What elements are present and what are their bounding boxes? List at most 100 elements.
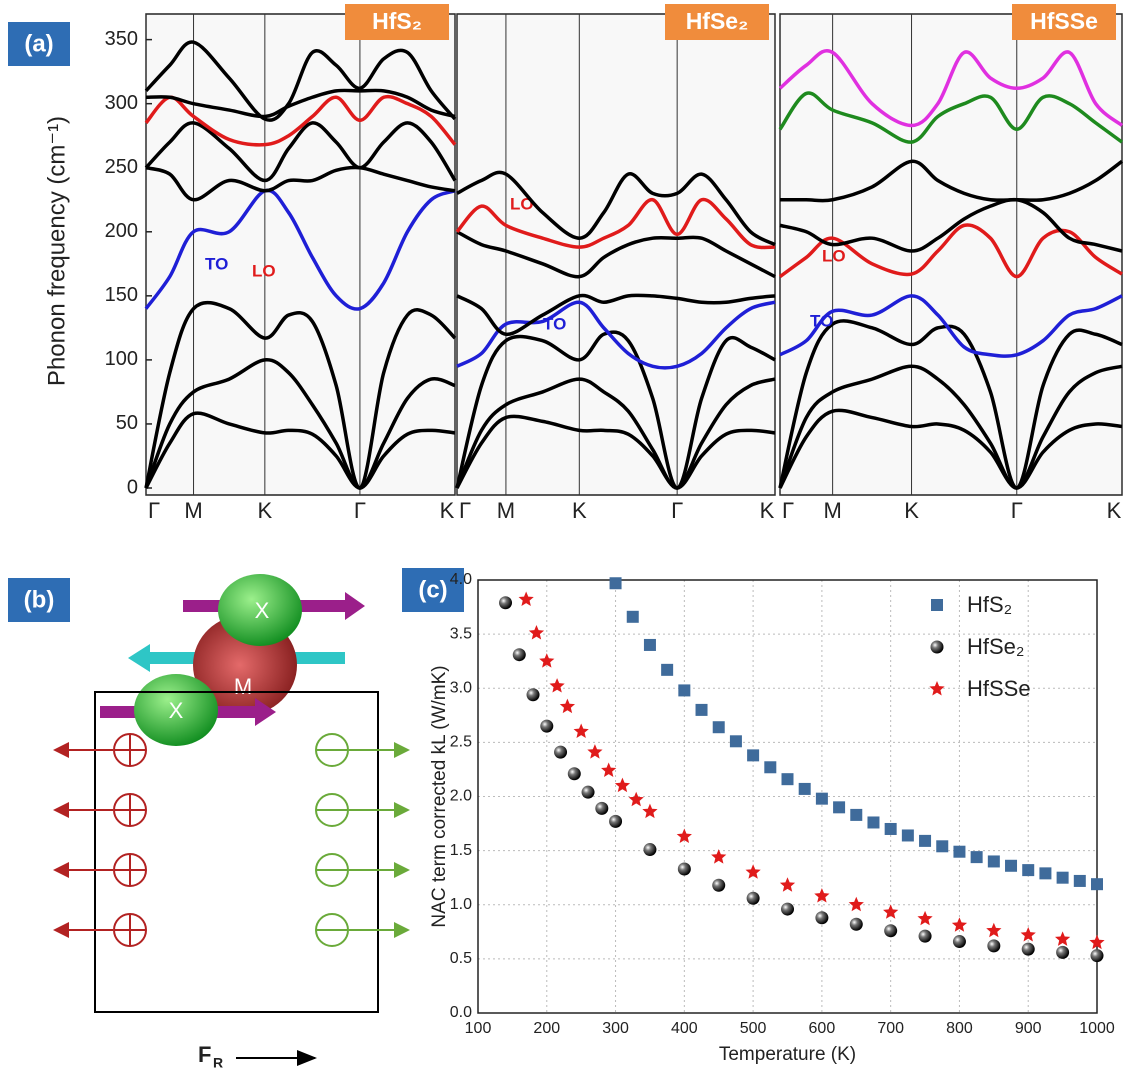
point	[1090, 949, 1104, 963]
point	[814, 888, 830, 903]
x-tick-label: Γ	[148, 498, 160, 523]
point	[595, 801, 609, 815]
x-tick-label: 500	[740, 1020, 767, 1037]
phonon-branch	[144, 411, 456, 490]
point	[951, 917, 968, 932]
x-tick-label: Γ	[1011, 498, 1023, 523]
point	[1091, 878, 1103, 891]
point	[970, 851, 983, 864]
slab	[94, 691, 379, 1013]
point	[849, 917, 863, 931]
point	[815, 792, 828, 805]
y-tick-label: 250	[105, 156, 138, 178]
x-tick-label: K	[904, 498, 919, 523]
point	[798, 782, 811, 795]
phonon-branch	[456, 230, 776, 279]
panel-label: (b)	[8, 578, 70, 622]
point	[1021, 942, 1035, 956]
chart-title: HfS₂	[372, 8, 422, 34]
x-tick-label: Γ	[354, 498, 366, 523]
title-box	[1012, 4, 1116, 40]
phonon-branch	[455, 414, 776, 490]
x-tick-label: M	[184, 498, 202, 523]
y-tick-label: 300	[105, 92, 138, 114]
point	[1089, 934, 1105, 950]
point	[1020, 927, 1036, 942]
legend-label: HfSe₂	[967, 634, 1024, 659]
point	[1056, 945, 1070, 959]
phonon-branch	[779, 197, 1123, 253]
point	[1022, 864, 1035, 877]
y-tick-label: 350	[105, 28, 138, 50]
point	[952, 935, 966, 949]
point	[567, 767, 581, 781]
point	[554, 745, 568, 759]
point	[747, 749, 760, 762]
y-tick-label: 1.0	[450, 896, 472, 913]
point	[661, 663, 674, 676]
point	[884, 822, 897, 835]
x-tick-label: 600	[809, 1020, 836, 1037]
phonon-branch	[455, 377, 776, 490]
y-axis-label: NAC term corrected kL (W/mK)	[429, 665, 450, 927]
point	[987, 855, 1000, 868]
point	[867, 816, 880, 829]
point	[815, 911, 829, 925]
x-tick-label: 700	[877, 1020, 904, 1037]
point	[987, 939, 1001, 953]
point	[850, 808, 863, 821]
phonon-branch	[778, 319, 1123, 490]
y-tick-label: 4.0	[450, 571, 472, 588]
point	[1055, 931, 1071, 946]
x-tick-label: K	[572, 498, 587, 523]
point	[677, 862, 691, 876]
y-axis-label: Phonon frequency (cm⁻¹)	[43, 116, 70, 386]
x-tick-label: Γ	[459, 498, 471, 523]
y-tick-label: 100	[105, 348, 138, 370]
point	[1039, 867, 1052, 880]
panel-label-text: (a)	[24, 30, 53, 57]
title-box	[665, 4, 769, 40]
axes-frame	[477, 579, 1098, 1014]
atom-label: M	[234, 674, 252, 699]
point	[848, 896, 864, 912]
panel-label: (a)	[8, 22, 70, 66]
point	[953, 845, 966, 858]
y-tick-label: 2.0	[450, 788, 472, 805]
title-box	[345, 4, 449, 40]
point	[587, 744, 603, 759]
point	[499, 596, 513, 610]
point	[526, 688, 540, 702]
phonon-branch	[455, 197, 776, 250]
x-tick-label: K	[1107, 498, 1122, 523]
point	[884, 924, 898, 938]
x-tick-label: 1000	[1079, 1020, 1115, 1037]
phonon-branch	[144, 188, 456, 311]
x-tick-label: 400	[671, 1020, 698, 1037]
phonon-branch	[456, 293, 776, 337]
point	[779, 877, 796, 892]
phonon-branch	[778, 223, 1123, 279]
x-tick-label: Γ	[671, 498, 683, 523]
point	[628, 791, 644, 807]
point	[609, 814, 623, 828]
branch-label: LO	[822, 246, 846, 265]
point	[1056, 871, 1069, 884]
point	[573, 723, 589, 739]
atom-label: X	[255, 598, 270, 623]
point	[936, 840, 949, 853]
branch-label: LO	[510, 194, 534, 213]
vibration-diagram: X M X	[100, 574, 365, 746]
y-tick-label: 50	[116, 412, 138, 434]
y-tick-label: 3.5	[450, 625, 472, 642]
x-tick-label: 200	[533, 1020, 560, 1037]
point	[833, 801, 846, 814]
phonon-branch	[144, 94, 457, 147]
phonon-branch	[144, 121, 457, 183]
point	[918, 929, 932, 943]
x-tick-label: 900	[1015, 1020, 1042, 1037]
phonon-branch	[778, 408, 1123, 490]
point	[1073, 874, 1086, 887]
x-tick-label: K	[258, 498, 273, 523]
point	[901, 829, 914, 842]
